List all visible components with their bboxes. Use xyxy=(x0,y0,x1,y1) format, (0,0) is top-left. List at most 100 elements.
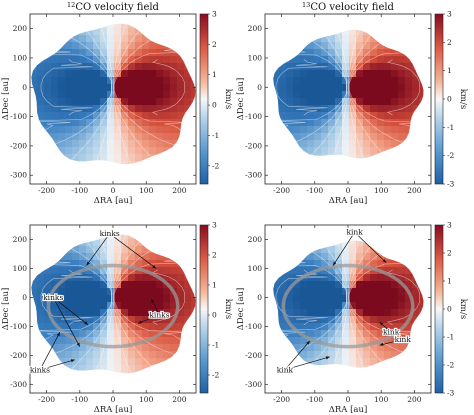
map-cell xyxy=(412,260,420,268)
map-cell xyxy=(170,154,178,162)
map-cell xyxy=(31,35,38,43)
colorbar-tick-label: -3 xyxy=(447,389,455,398)
map-cell xyxy=(135,295,143,303)
map-cell xyxy=(107,330,115,338)
map-cell xyxy=(293,372,300,379)
map-cell xyxy=(265,358,272,365)
map-cell xyxy=(286,267,294,275)
map-cell xyxy=(300,351,308,359)
map-cell xyxy=(398,147,406,155)
map-cell xyxy=(72,267,80,275)
map-cell xyxy=(86,365,94,373)
map-cell xyxy=(377,168,384,175)
map-cell xyxy=(72,316,80,324)
map-cell xyxy=(44,63,52,71)
colorbar-tick-label: 3 xyxy=(447,221,452,230)
map-cell xyxy=(279,56,287,64)
map-cell xyxy=(128,372,136,374)
map-cell xyxy=(286,337,294,345)
map-cell xyxy=(72,161,80,165)
map-cell xyxy=(349,288,357,296)
map-cell xyxy=(191,182,198,189)
map-cell xyxy=(363,240,371,247)
map-cell xyxy=(265,147,272,154)
map-cell xyxy=(93,344,101,352)
map-cell xyxy=(156,182,163,189)
map-cell xyxy=(93,147,101,155)
map-cell xyxy=(328,133,336,141)
map-cell xyxy=(44,154,52,162)
map-cell xyxy=(398,372,405,379)
map-cell xyxy=(58,28,66,36)
map-cell xyxy=(384,161,391,168)
map-cell xyxy=(37,175,44,182)
map-cell xyxy=(51,147,59,155)
map-cell xyxy=(191,330,196,338)
map-cell xyxy=(391,168,398,175)
map-cell xyxy=(191,161,196,165)
map-cell xyxy=(391,56,399,64)
map-cell xyxy=(279,386,286,393)
map-cell xyxy=(370,225,377,232)
annotation-arrow xyxy=(39,332,61,370)
map-cell xyxy=(370,295,378,303)
map-cell xyxy=(405,386,412,393)
map-cell xyxy=(149,154,157,162)
map-cell xyxy=(412,372,419,379)
map-cell xyxy=(349,56,357,64)
map-cell xyxy=(412,344,420,352)
map-cell xyxy=(405,63,413,71)
map-cell xyxy=(170,365,178,373)
map-cell xyxy=(342,240,350,247)
map-cell xyxy=(86,14,93,21)
map-cell xyxy=(307,21,314,28)
map-cell xyxy=(135,386,142,393)
map-cell xyxy=(335,91,343,99)
map-cell xyxy=(51,246,59,254)
map-cell xyxy=(405,175,412,182)
map-cell xyxy=(412,14,419,21)
map-cell xyxy=(419,372,426,379)
map-cell xyxy=(419,56,424,64)
map-cell xyxy=(314,21,321,28)
map-cell xyxy=(100,351,108,359)
map-cell xyxy=(391,351,399,359)
map-cell xyxy=(412,386,419,393)
contour-line xyxy=(40,59,93,116)
map-cell xyxy=(79,56,87,64)
map-cell xyxy=(265,154,272,161)
map-cell xyxy=(31,147,38,155)
map-cell xyxy=(377,91,385,99)
map-cell xyxy=(293,274,301,282)
map-cell xyxy=(363,105,371,113)
map-cell xyxy=(58,351,66,359)
colorbar-tick-label: -1 xyxy=(212,131,219,140)
map-cell xyxy=(100,98,108,106)
map-cell xyxy=(44,133,52,141)
map-cell xyxy=(79,133,87,141)
map-cell xyxy=(114,274,122,282)
map-cell xyxy=(100,295,108,303)
map-cell xyxy=(31,344,38,352)
map-cell xyxy=(177,28,185,36)
map-cell xyxy=(273,274,280,282)
map-cell xyxy=(321,365,329,368)
map-cell xyxy=(100,140,108,148)
map-cell xyxy=(149,168,156,175)
map-cell xyxy=(273,126,280,134)
map-cell xyxy=(114,112,122,120)
map-cell xyxy=(58,42,66,50)
map-cell xyxy=(279,126,287,134)
map-cell xyxy=(156,147,164,155)
map-cell xyxy=(321,175,328,182)
map-cell xyxy=(100,147,108,155)
map-cell xyxy=(191,337,196,345)
map-cell xyxy=(93,105,101,113)
map-cell xyxy=(149,42,157,50)
map-cell xyxy=(184,246,192,254)
map-cell xyxy=(293,35,301,43)
map-cell xyxy=(100,309,108,317)
map-cell xyxy=(191,358,196,366)
map-cell xyxy=(273,323,280,331)
map-cell xyxy=(184,161,192,165)
